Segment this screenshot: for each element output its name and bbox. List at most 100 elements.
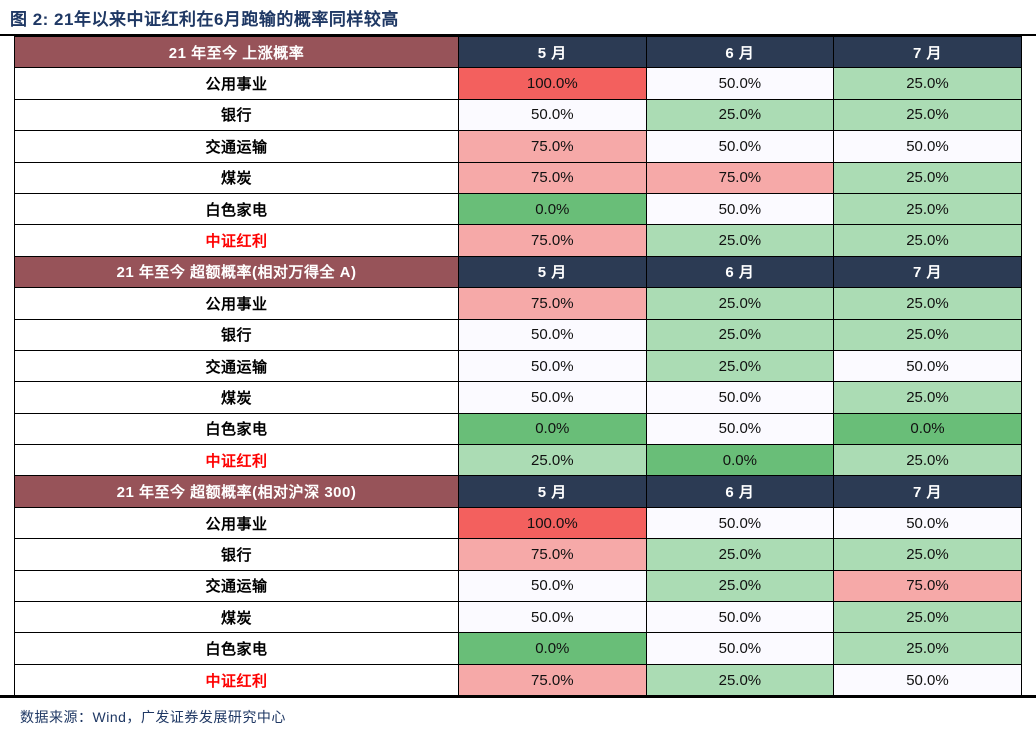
row-label-cell: 银行: [14, 538, 459, 571]
row-label-cell: 煤炭: [14, 601, 459, 634]
value-cell: 25.0%: [833, 444, 1022, 477]
value-cell: 50.0%: [458, 349, 647, 383]
value-cell: 0.0%: [458, 192, 647, 226]
section-header-cell: 21 年至今 超额概率(相对万得全 A): [14, 255, 459, 289]
value-cell: 25.0%: [645, 98, 835, 132]
value-cell: 50.0%: [833, 130, 1022, 163]
figure-title: 图 2: 21年以来中证红利在6月跑输的概率同样较高: [10, 10, 399, 29]
row-label-cell: 煤炭: [14, 381, 459, 414]
table-row: 公用事业 100.0% 50.0% 25.0%: [14, 67, 1022, 100]
table-row: 银行 75.0% 25.0% 25.0%: [14, 538, 1022, 571]
month-header-cell: 7 月: [833, 35, 1022, 69]
table-row: 中证红利 25.0% 0.0% 25.0%: [14, 444, 1022, 477]
table-row: 煤炭 75.0% 75.0% 25.0%: [14, 161, 1022, 194]
row-label-cell: 中证红利: [14, 224, 459, 257]
table-row: 煤炭 50.0% 50.0% 25.0%: [14, 601, 1022, 634]
row-label-cell: 白色家电: [14, 632, 459, 665]
month-header-cell: 7 月: [833, 475, 1022, 508]
table-row: 银行 50.0% 25.0% 25.0%: [14, 318, 1022, 351]
row-label-cell: 白色家电: [14, 412, 459, 446]
title-divider: [0, 34, 1036, 36]
value-cell: 50.0%: [833, 349, 1022, 383]
table-row: 公用事业 75.0% 25.0% 25.0%: [14, 287, 1022, 320]
row-label-cell: 银行: [14, 98, 459, 132]
row-label-cell: 中证红利: [14, 663, 459, 697]
value-cell: 25.0%: [833, 632, 1022, 665]
section-header-cell: 21 年至今 上涨概率: [14, 35, 459, 69]
month-header-cell: 6 月: [645, 255, 835, 289]
data-source-note: 数据来源：Wind，广发证券发展研究中心: [20, 708, 286, 725]
row-label-cell: 交通运输: [14, 349, 459, 383]
month-header-cell: 6 月: [645, 35, 835, 69]
value-cell: 50.0%: [458, 98, 647, 132]
value-cell: 0.0%: [833, 412, 1022, 446]
value-cell: 25.0%: [833, 318, 1022, 351]
table-row: 白色家电 0.0% 50.0% 0.0%: [14, 412, 1022, 446]
row-label-cell: 交通运输: [14, 569, 459, 603]
value-cell: 50.0%: [458, 601, 647, 634]
value-cell: 25.0%: [833, 224, 1022, 257]
value-cell: 50.0%: [645, 192, 835, 226]
value-cell: 25.0%: [645, 538, 835, 571]
value-cell: 50.0%: [645, 506, 835, 540]
value-cell: 25.0%: [833, 601, 1022, 634]
value-cell: 0.0%: [458, 632, 647, 665]
value-cell: 25.0%: [833, 192, 1022, 226]
value-cell: 50.0%: [833, 663, 1022, 697]
value-cell: 50.0%: [458, 318, 647, 351]
value-cell: 50.0%: [645, 67, 835, 100]
table-row: 白色家电 0.0% 50.0% 25.0%: [14, 632, 1022, 665]
value-cell: 25.0%: [833, 67, 1022, 100]
value-cell: 50.0%: [458, 569, 647, 603]
month-header-cell: 5 月: [458, 255, 647, 289]
value-cell: 50.0%: [833, 506, 1022, 540]
value-cell: 75.0%: [833, 569, 1022, 603]
row-label-cell: 交通运输: [14, 130, 459, 163]
value-cell: 100.0%: [458, 506, 647, 540]
table-bottom-divider: [0, 694, 1036, 698]
value-cell: 50.0%: [645, 601, 835, 634]
table-row: 交通运输 75.0% 50.0% 50.0%: [14, 130, 1022, 163]
value-cell: 50.0%: [645, 632, 835, 665]
table-row: 中证红利 75.0% 25.0% 25.0%: [14, 224, 1022, 257]
month-header-cell: 5 月: [458, 475, 647, 508]
value-cell: 25.0%: [645, 318, 835, 351]
value-cell: 25.0%: [833, 98, 1022, 132]
value-cell: 25.0%: [645, 569, 835, 603]
month-header-cell: 7 月: [833, 255, 1022, 289]
value-cell: 75.0%: [458, 538, 647, 571]
row-label-cell: 公用事业: [14, 287, 459, 320]
table-row: 交通运输 50.0% 25.0% 50.0%: [14, 349, 1022, 383]
table-row: 公用事业 100.0% 50.0% 50.0%: [14, 506, 1022, 540]
value-cell: 75.0%: [458, 224, 647, 257]
table-row: 煤炭 50.0% 50.0% 25.0%: [14, 381, 1022, 414]
table-row: 交通运输 50.0% 25.0% 75.0%: [14, 569, 1022, 603]
value-cell: 25.0%: [645, 663, 835, 697]
row-label-cell: 煤炭: [14, 161, 459, 194]
value-cell: 75.0%: [458, 161, 647, 194]
value-cell: 25.0%: [833, 381, 1022, 414]
value-cell: 25.0%: [645, 349, 835, 383]
value-cell: 25.0%: [833, 161, 1022, 194]
table-row: 银行 50.0% 25.0% 25.0%: [14, 98, 1022, 132]
month-header-cell: 6 月: [645, 475, 835, 508]
value-cell: 50.0%: [645, 412, 835, 446]
row-label-cell: 公用事业: [14, 506, 459, 540]
month-header-cell: 5 月: [458, 35, 647, 69]
value-cell: 50.0%: [458, 381, 647, 414]
row-label-cell: 公用事业: [14, 67, 459, 100]
row-label-cell: 银行: [14, 318, 459, 351]
value-cell: 25.0%: [833, 287, 1022, 320]
row-label-cell: 白色家电: [14, 192, 459, 226]
value-cell: 75.0%: [645, 161, 835, 194]
value-cell: 25.0%: [645, 287, 835, 320]
row-label-cell: 中证红利: [14, 444, 459, 477]
value-cell: 25.0%: [833, 538, 1022, 571]
value-cell: 75.0%: [458, 663, 647, 697]
table-row: 白色家电 0.0% 50.0% 25.0%: [14, 192, 1022, 226]
value-cell: 50.0%: [645, 381, 835, 414]
